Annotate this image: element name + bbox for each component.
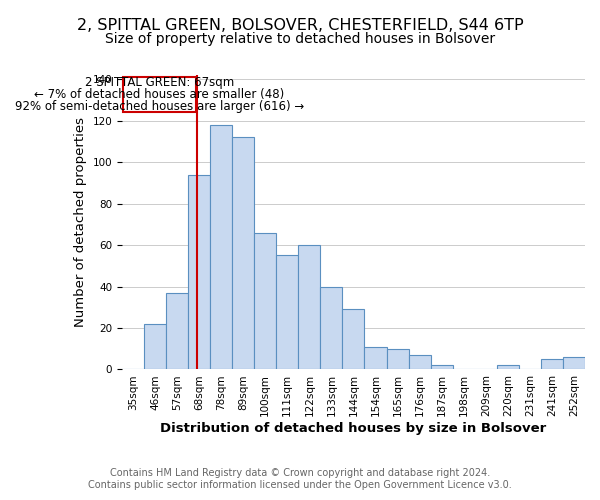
Bar (386, 348, 409, 370)
Text: 2 SPITTAL GREEN: 67sqm: 2 SPITTAL GREEN: 67sqm (85, 76, 234, 90)
Bar (563, 357, 585, 370)
Y-axis label: Number of detached properties: Number of detached properties (74, 117, 87, 327)
Bar (276, 256, 298, 370)
Bar (431, 366, 452, 370)
Text: Size of property relative to detached houses in Bolsover: Size of property relative to detached ho… (105, 32, 495, 46)
Text: Contains public sector information licensed under the Open Government Licence v3: Contains public sector information licen… (88, 480, 512, 490)
Bar (343, 310, 364, 370)
FancyBboxPatch shape (123, 77, 196, 112)
Bar (254, 232, 276, 370)
X-axis label: Distribution of detached houses by size in Bolsover: Distribution of detached houses by size … (160, 422, 547, 435)
Bar (210, 125, 232, 370)
Bar (298, 245, 320, 370)
Bar (188, 174, 210, 370)
Text: 2, SPITTAL GREEN, BOLSOVER, CHESTERFIELD, S44 6TP: 2, SPITTAL GREEN, BOLSOVER, CHESTERFIELD… (77, 18, 523, 32)
Bar (497, 366, 519, 370)
Bar (232, 137, 254, 370)
Bar (166, 292, 188, 370)
Bar (144, 324, 166, 370)
Bar (409, 355, 431, 370)
Text: ← 7% of detached houses are smaller (48): ← 7% of detached houses are smaller (48) (34, 88, 284, 101)
Bar (541, 359, 563, 370)
Text: 92% of semi-detached houses are larger (616) →: 92% of semi-detached houses are larger (… (15, 100, 304, 113)
Bar (364, 346, 386, 370)
Text: Contains HM Land Registry data © Crown copyright and database right 2024.: Contains HM Land Registry data © Crown c… (110, 468, 490, 477)
Bar (320, 286, 343, 370)
